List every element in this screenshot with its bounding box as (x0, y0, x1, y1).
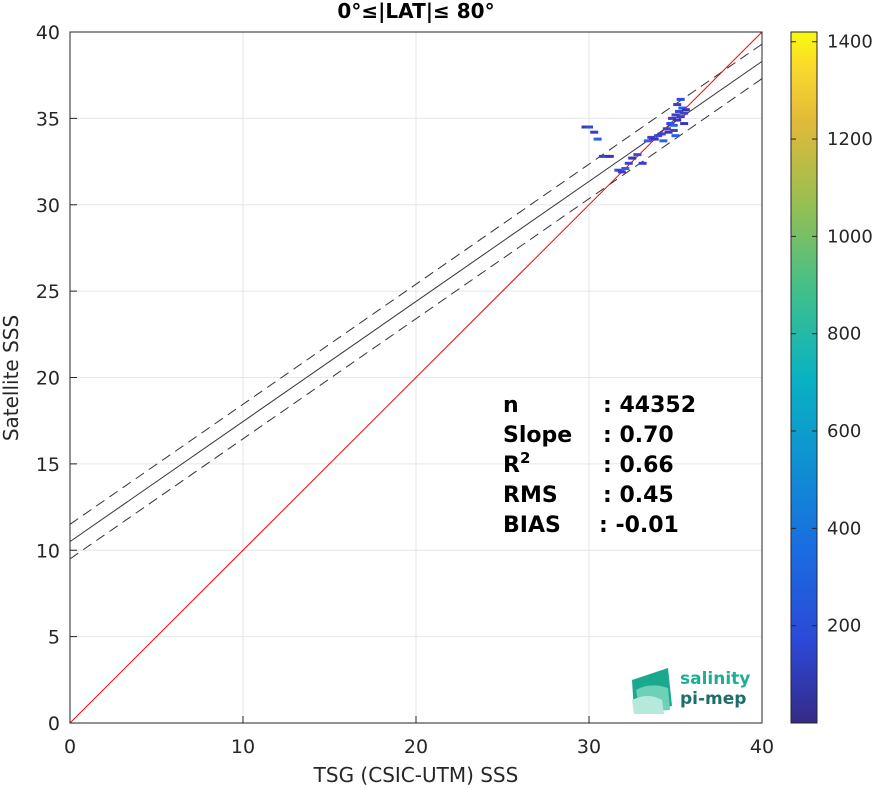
stat-value: : 0.66 (603, 453, 674, 478)
stat-value: : 0.70 (603, 423, 674, 448)
data-point (654, 134, 663, 138)
stat-value: : -0.01 (599, 513, 679, 538)
data-point (621, 166, 630, 170)
data-point (666, 122, 675, 126)
x-axis-ticks: 0 10 20 30 40 (64, 716, 774, 758)
x-tick-label: 40 (750, 736, 774, 758)
data-point (680, 122, 689, 126)
data-point (598, 154, 607, 158)
data-point (671, 134, 680, 138)
stats-panel: n : 44352 Slope : 0.70 R2 : 0.66 RMS : 0.45 BIAS… (503, 393, 696, 538)
data-point (590, 130, 599, 134)
data-point (643, 139, 652, 143)
data-point (674, 109, 683, 113)
data-point (673, 118, 682, 122)
data-point (633, 153, 642, 157)
y-tick-label: 20 (36, 368, 60, 390)
colorbar-tick-label: 200 (827, 616, 861, 637)
colorbar-tick-label: 1000 (827, 226, 873, 247)
y-tick-label: 40 (36, 22, 60, 44)
colorbar-tick-label: 1400 (827, 32, 873, 53)
chart-title: 0°≤|LAT|≤ 80° (337, 0, 494, 23)
x-tick-label: 30 (577, 736, 601, 758)
data-point (678, 106, 687, 110)
y-tick-label: 10 (36, 540, 60, 562)
colorbar-tick-label: 400 (827, 518, 861, 539)
data-point (669, 128, 678, 132)
data-point (628, 156, 637, 160)
data-point (593, 137, 602, 141)
data-point (662, 127, 671, 131)
one-to-one-line (69, 31, 763, 724)
y-axis-ticks: 0 5 10 15 20 25 30 35 40 (36, 22, 77, 735)
data-point (617, 170, 626, 174)
fit-upper-bound-line (69, 43, 763, 525)
data-point (624, 161, 633, 165)
data-point (680, 111, 689, 115)
data-point (659, 139, 668, 143)
colorbar-ticks: 200 400 600 800 1000 1200 1400 (791, 32, 873, 637)
stat-label: RMS (503, 483, 558, 508)
data-point (673, 103, 682, 107)
scatter-points (581, 97, 690, 174)
data-point (676, 97, 685, 101)
y-tick-label: 0 (48, 713, 60, 735)
data-point (638, 161, 647, 165)
data-point (681, 108, 690, 112)
stat-value: : 44352 (603, 393, 696, 418)
y-tick-label: 15 (36, 454, 60, 476)
data-point (671, 113, 680, 117)
colorbar-tick-label: 800 (827, 324, 861, 345)
stat-label: n (503, 393, 519, 418)
x-tick-label: 10 (231, 736, 255, 758)
data-point (647, 135, 656, 139)
y-axis-label: Satellite SSS (0, 315, 23, 441)
y-tick-label: 35 (36, 108, 60, 130)
data-point (585, 125, 593, 129)
y-tick-label: 30 (36, 195, 60, 217)
data-point (650, 137, 659, 141)
y-tick-label: 25 (36, 281, 60, 303)
stat-label: Slope (503, 423, 572, 448)
salinity-pi-mep-logo: salinity pi-mep (632, 668, 750, 714)
colorbar-tick-label: 1200 (827, 129, 873, 150)
data-point (668, 116, 677, 120)
data-point (614, 168, 623, 172)
x-tick-label: 20 (404, 736, 428, 758)
x-axis-label: TSG (CSIC-UTM) SSS (313, 763, 519, 787)
y-tick-label: 5 (48, 627, 60, 649)
colorbar (790, 31, 818, 724)
stat-value: : 0.45 (603, 483, 674, 508)
logo-line2: pi-mep (680, 689, 746, 709)
data-point (657, 132, 666, 136)
colorbar-tick-label: 600 (827, 421, 861, 442)
data-point (676, 115, 685, 119)
data-point (664, 130, 673, 134)
x-tick-label: 0 (64, 736, 76, 758)
data-point (605, 154, 614, 158)
stat-label: BIAS (503, 513, 561, 538)
data-point (669, 123, 678, 127)
fit-lower-bound-line (69, 78, 763, 560)
stat-label: R2 (503, 449, 530, 478)
logo-line1: salinity (680, 669, 750, 689)
